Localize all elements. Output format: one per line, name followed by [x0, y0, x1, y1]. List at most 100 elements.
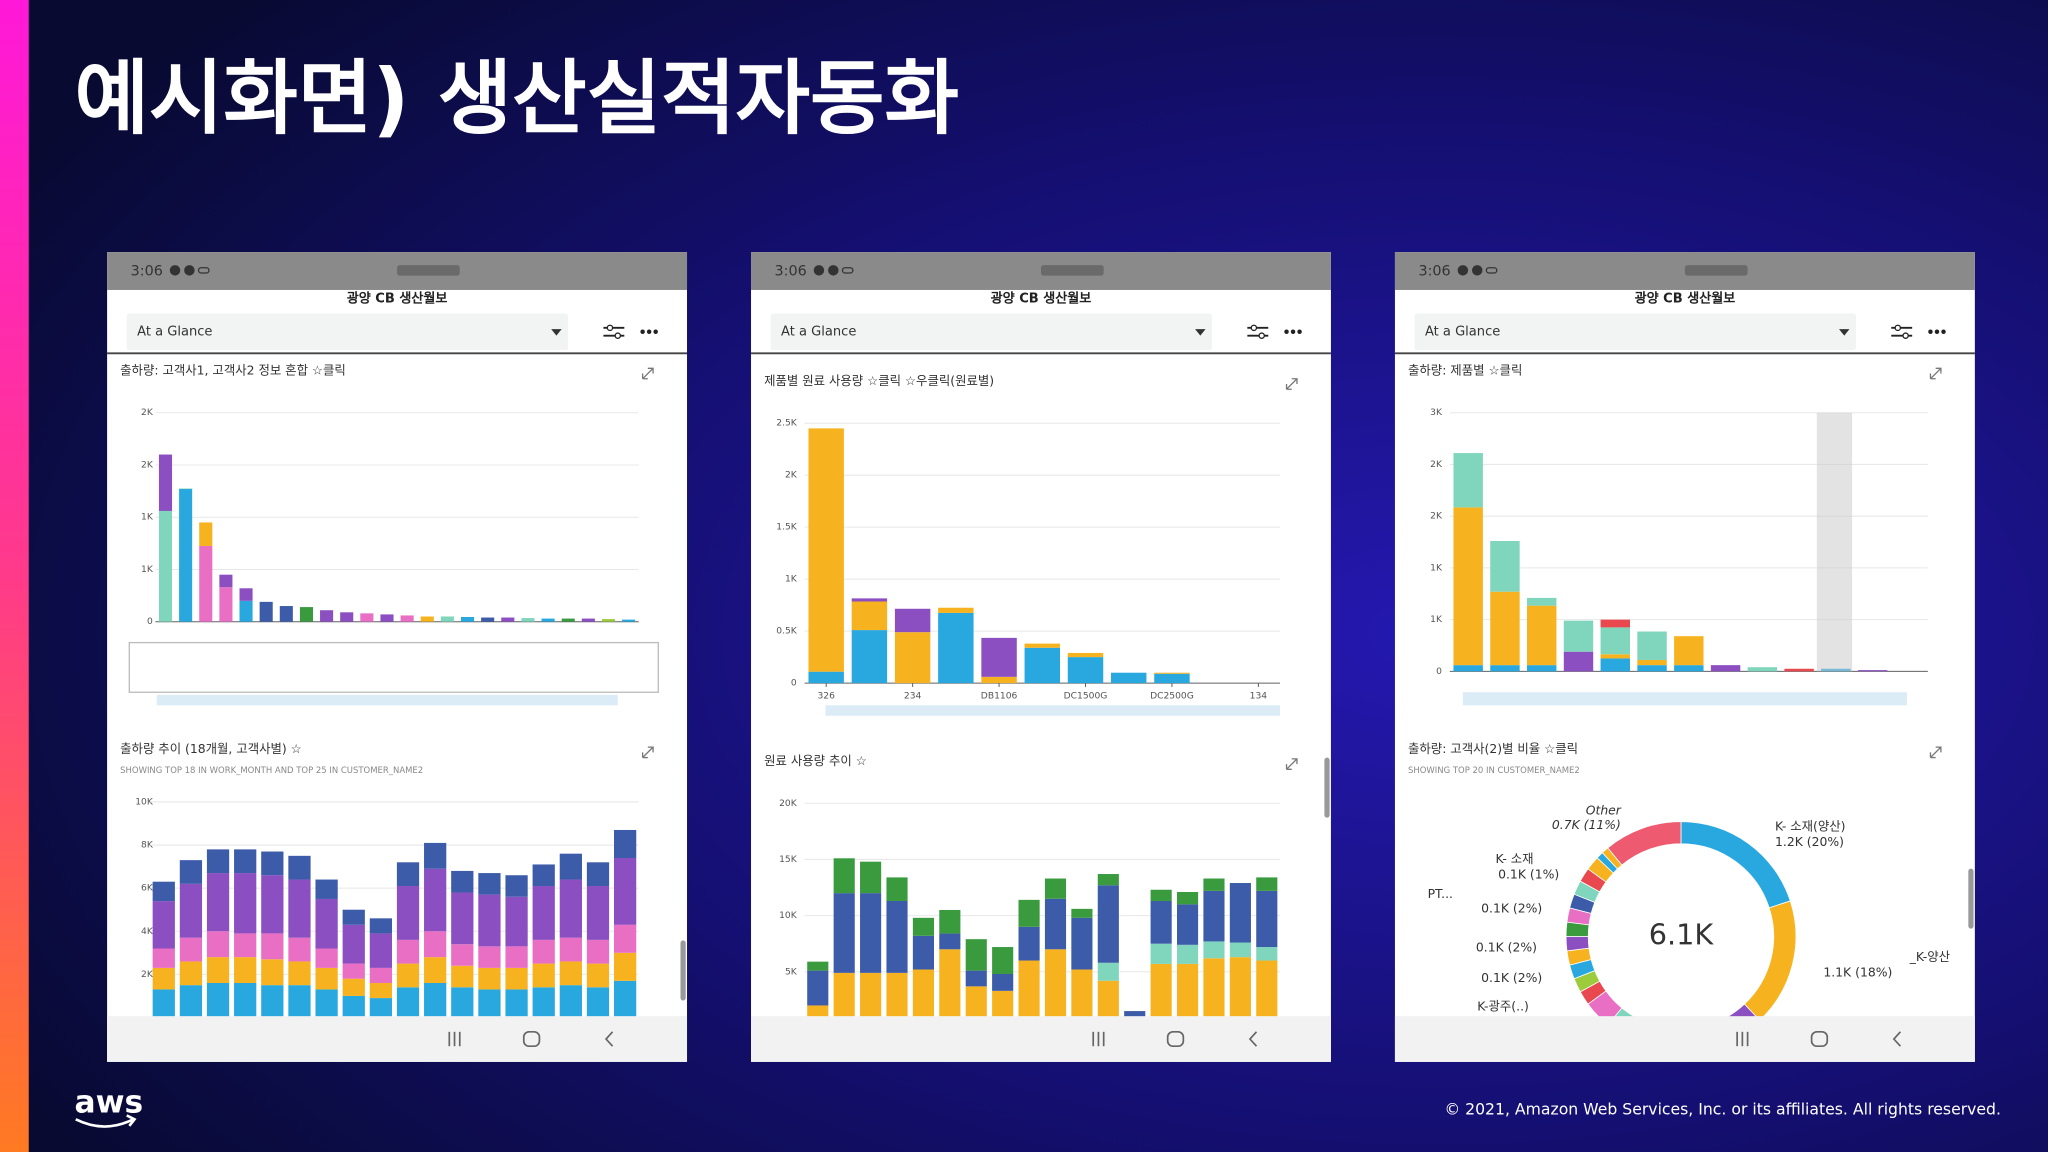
bar-segment	[851, 598, 888, 602]
bar-segment	[1203, 941, 1225, 959]
segment-name: Other	[1586, 803, 1622, 818]
bar-segment	[451, 870, 474, 893]
bar-segment	[532, 939, 555, 964]
bar-segment	[342, 909, 365, 925]
bar-segment	[601, 619, 616, 622]
bar-segment	[261, 985, 284, 1018]
segment-name: K- 소재	[1496, 851, 1534, 866]
bar-segment	[939, 933, 961, 950]
bar-segment	[851, 630, 888, 684]
dropdown-label: At a Glance	[1425, 324, 1500, 339]
more-icon	[1934, 329, 1940, 334]
bar-segment	[981, 676, 1017, 684]
bar-segment	[1203, 878, 1225, 891]
bar-segment	[613, 952, 637, 981]
status-icon	[828, 265, 839, 276]
bar-segment	[1018, 960, 1040, 1028]
segment-value-label: 0.7K (11%)	[1552, 817, 1621, 832]
bar-segment	[1024, 643, 1061, 648]
bar-segment	[1150, 943, 1172, 964]
bar-segment	[342, 995, 365, 1018]
dropdown-label: At a Glance	[137, 324, 212, 339]
bar-segment	[1637, 665, 1667, 672]
bar-segment	[981, 637, 1017, 677]
bar-segment	[420, 616, 434, 622]
status-time: 3:06	[131, 264, 163, 280]
filter-icon	[1894, 324, 1902, 332]
status-icon	[1457, 265, 1469, 276]
bar-segment	[1067, 652, 1104, 658]
bar-segment	[234, 933, 257, 958]
bar-segment	[938, 607, 974, 613]
bar-segment	[315, 967, 338, 990]
bar-segment	[239, 588, 253, 601]
status-icon	[1485, 267, 1498, 274]
more-icon	[1297, 329, 1302, 334]
expand-icon	[1285, 758, 1298, 770]
y-tick-label: 15K	[779, 855, 798, 865]
bar-segment	[1453, 665, 1483, 672]
bar-segment	[460, 617, 475, 622]
y-tick-label: 1K	[1430, 563, 1443, 573]
bar-segment	[851, 601, 888, 631]
scrollbar	[680, 940, 686, 1001]
bar-segment	[315, 989, 338, 1018]
status-icons-right	[1040, 265, 1104, 276]
y-tick-label: 2K	[1430, 460, 1443, 470]
bar-segment	[424, 868, 447, 932]
segment-value-label: 0.1K (2%)	[1476, 940, 1537, 955]
bar-segment	[965, 939, 987, 971]
bar-segment	[451, 965, 474, 988]
bar-segment	[912, 969, 934, 1028]
bar-segment	[451, 944, 474, 966]
bar-segment	[1527, 597, 1557, 606]
y-tick-label: 1.5K	[776, 523, 798, 533]
bar-segment	[532, 987, 555, 1018]
bar-segment	[396, 862, 420, 887]
filter-icon	[1258, 332, 1265, 339]
bar-segment	[559, 985, 582, 1018]
expand-icon	[641, 367, 654, 380]
segment-name: K-광주(..)	[1477, 999, 1529, 1014]
bar-segment	[561, 618, 575, 622]
bar-segment	[613, 857, 637, 925]
chart-title: 출하량: 고객사(2)별 비율 ☆클릭	[1408, 741, 1578, 756]
dropdown-caret	[551, 329, 562, 336]
bar-segment	[1071, 969, 1093, 1028]
bar-segment	[808, 671, 844, 684]
bar-segment	[886, 972, 908, 1028]
bar-segment	[369, 982, 393, 999]
nav-home	[1166, 1030, 1185, 1048]
bar-segment	[1229, 883, 1251, 943]
bar-segment	[1044, 949, 1067, 1028]
bar-segment	[586, 886, 610, 940]
bar-segment	[152, 901, 175, 949]
bar-segment	[1674, 665, 1704, 672]
y-tick-label: 20K	[779, 799, 798, 809]
bar-segment	[1176, 892, 1199, 905]
dropdown-label: At a Glance	[781, 324, 856, 339]
y-tick-label: 3K	[1430, 408, 1443, 418]
bar-segment	[1071, 917, 1093, 970]
more-icon	[653, 329, 658, 334]
chart-title: 출하량: 고객사1, 고객사2 정보 혼합 ☆클릭	[120, 362, 346, 377]
brush-track	[825, 705, 1280, 716]
bar-segment	[234, 982, 257, 1018]
donut-segment	[1565, 936, 1590, 952]
app-title: 광양 CB 생산월보	[1635, 291, 1736, 307]
bar-segment	[992, 974, 1014, 991]
bar-segment	[400, 615, 414, 622]
bar-segment	[1150, 889, 1172, 901]
bar-segment	[288, 937, 311, 962]
more-icon	[646, 329, 652, 334]
copyright: © 2021, Amazon Web Services, Inc. or its…	[1445, 1100, 2001, 1119]
y-tick-label: 2K	[1430, 512, 1443, 522]
bar-segment	[478, 989, 501, 1018]
bar-segment	[1490, 665, 1520, 672]
bar-segment	[992, 947, 1014, 975]
bar-segment	[199, 545, 213, 622]
x-tick-label: DC2500G	[1150, 692, 1194, 702]
bar-segment	[234, 957, 257, 983]
chart-title: 제품별 원료 사용량 ☆클릭 ☆우클릭(원료별)	[764, 373, 994, 388]
